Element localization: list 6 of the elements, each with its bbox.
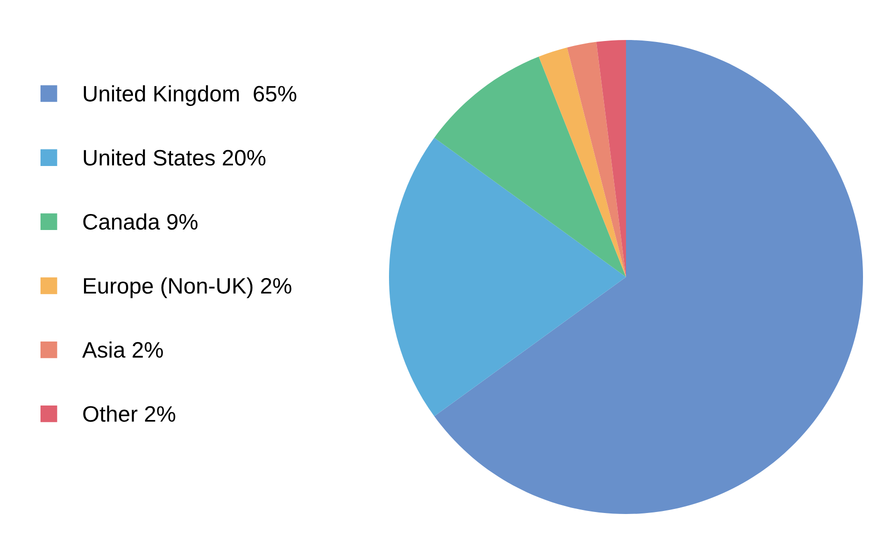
legend-label: Europe (Non-UK) 2% — [84, 277, 292, 298]
legend-label: Asia 2% — [82, 341, 163, 358]
legend-label: Other 2% — [83, 406, 176, 422]
legend-label: United States 20% — [84, 149, 266, 166]
legend-label: United Kingdom 65% — [84, 85, 296, 106]
legend-label: Canada 9% — [83, 213, 198, 230]
